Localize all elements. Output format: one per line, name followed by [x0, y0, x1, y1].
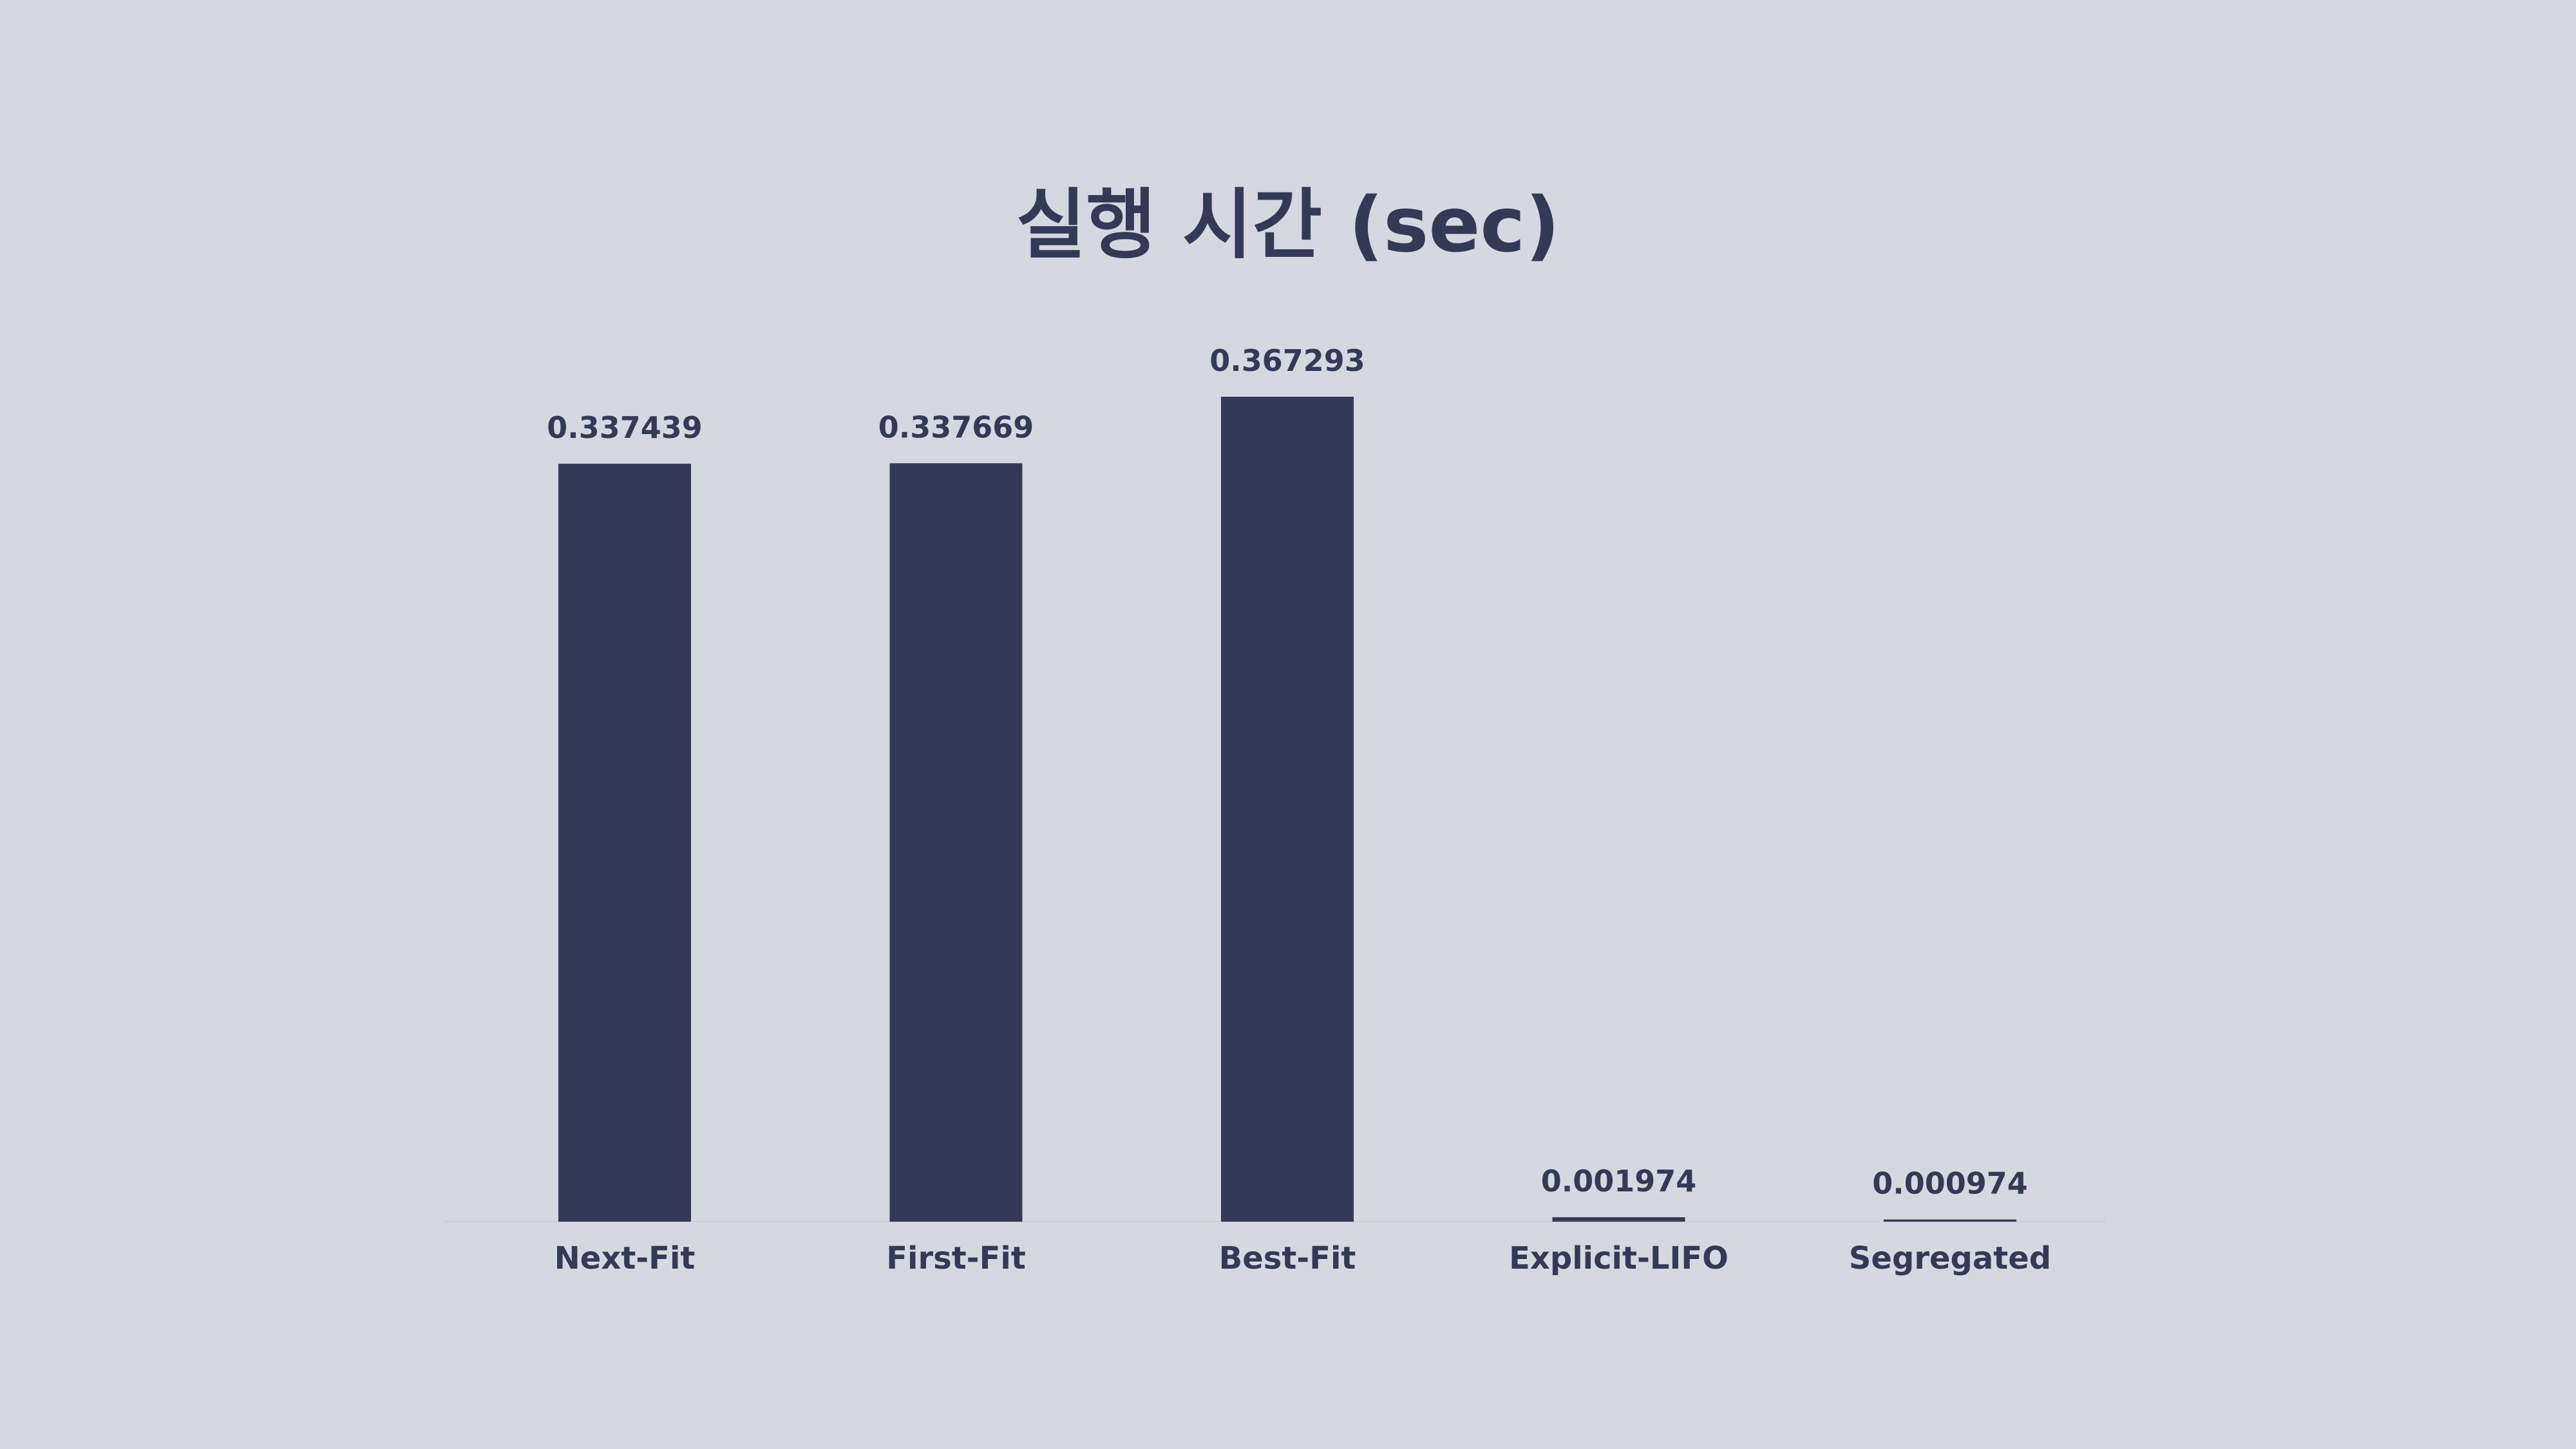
value-label: 0.000974	[1872, 1166, 2028, 1201]
bar-next-fit	[558, 464, 691, 1222]
value-label: 0.001974	[1541, 1164, 1697, 1198]
value-label: 0.337439	[547, 410, 703, 445]
bars-group: 0.337439 Next-Fit 0.337669 First-Fit 0.36729…	[547, 343, 2051, 1276]
category-label: Explicit-LIFO	[1509, 1240, 1728, 1276]
value-label: 0.337669	[878, 410, 1034, 444]
category-label: Segregated	[1849, 1240, 2051, 1276]
bar-explicit-lifo	[1552, 1217, 1685, 1222]
chart-title: 실행 시간 (sec)	[1016, 180, 1560, 269]
value-label: 0.367293	[1209, 343, 1365, 378]
category-label: First-Fit	[886, 1240, 1026, 1276]
bar-first-fit	[889, 463, 1023, 1222]
category-label: Best-Fit	[1219, 1240, 1356, 1276]
category-label: Next-Fit	[554, 1240, 696, 1276]
bar-best-fit	[1221, 397, 1354, 1222]
bar-segregated	[1884, 1219, 2016, 1222]
